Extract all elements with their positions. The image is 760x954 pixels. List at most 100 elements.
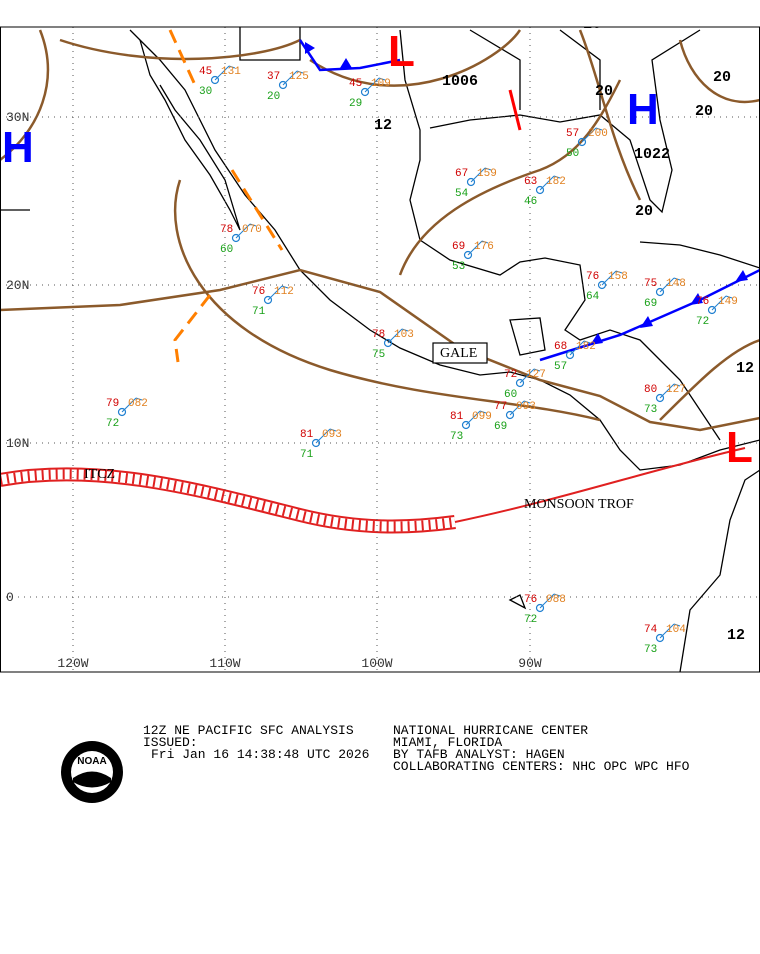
isobar-label: 20: [595, 83, 613, 100]
station-circle: [597, 280, 607, 290]
pressure: 088: [546, 594, 566, 606]
dewpoint: 69: [644, 298, 657, 310]
isobar-label: 20: [635, 203, 653, 220]
pressure: 112: [274, 286, 294, 298]
pressure: 182: [546, 176, 566, 188]
map-labels: 1019100610221620202020121212HHLLGALEITCZ…: [2, 27, 754, 644]
wind-barb: [553, 175, 561, 179]
station-circle: [231, 233, 241, 243]
temperature: 69: [452, 241, 465, 253]
station-circle: [360, 87, 370, 97]
south-america: [679, 469, 760, 672]
wind-barb: [583, 340, 591, 344]
dewpoint: 53: [452, 261, 465, 273]
pressure: 158: [608, 271, 628, 283]
pressure: 159: [477, 168, 497, 180]
station-circle: [515, 378, 525, 388]
wind-barb: [484, 167, 492, 171]
dewpoint: 73: [644, 404, 657, 416]
dewpoint: 60: [220, 244, 233, 256]
pressure: 093: [516, 401, 536, 413]
station-circle: [535, 603, 545, 613]
temperature: 76: [696, 296, 709, 308]
station-circle: [466, 177, 476, 187]
wind-barb: [523, 400, 531, 404]
pressure: 103: [394, 329, 414, 341]
wind-barb: [228, 65, 236, 69]
feature-label: ITCZ: [84, 467, 115, 482]
temperature: 67: [455, 168, 468, 180]
monsoon-trough: [454, 447, 746, 523]
station-circle: [383, 338, 393, 348]
temperature: 76: [524, 594, 537, 606]
temperature: 80: [644, 384, 657, 396]
dewpoint: 20: [267, 91, 280, 103]
pressure: 182: [576, 341, 596, 353]
wind-barb: [553, 593, 561, 597]
graticule: 30N 20N 10N 0 120W 110W 100W 90W: [0, 27, 760, 672]
fronts: [298, 39, 760, 362]
baja: [139, 39, 241, 231]
logo-wave: [73, 771, 111, 788]
pressure: 082: [128, 398, 148, 410]
isobar-label: 20: [695, 103, 713, 120]
pressure: 104: [666, 624, 686, 636]
latitude-label: 10N: [6, 436, 29, 451]
temperature: 45: [199, 66, 212, 78]
wind-barb: [673, 383, 681, 387]
pressure-center: L: [726, 423, 753, 472]
pressure: 093: [322, 429, 342, 441]
wind-barb: [533, 368, 541, 372]
station-circle: [535, 185, 545, 195]
isobar-label: 12: [727, 627, 745, 644]
isobar-label: 12: [374, 117, 392, 134]
pressure: 099: [472, 411, 492, 423]
station-circle: [577, 137, 587, 147]
pressure: 125: [289, 71, 309, 83]
borders: [0, 27, 601, 211]
dewpoint: 60: [504, 389, 517, 401]
wind-barb: [378, 77, 386, 81]
pressure: 127: [666, 384, 686, 396]
station-circle: [278, 80, 288, 90]
station-circle: [117, 407, 127, 417]
temperature: 74: [644, 624, 658, 636]
pressure: 148: [666, 278, 686, 290]
temperature: 75: [644, 278, 657, 290]
temperature: 68: [554, 341, 567, 353]
dewpoint: 72: [696, 316, 709, 328]
latitude-label: 20N: [6, 278, 29, 293]
pressure: 149: [718, 296, 738, 308]
isobar-label: 1006: [442, 73, 478, 90]
pressure-center: L: [388, 27, 415, 76]
pressure-center: H: [627, 85, 659, 134]
logo-text: NOAA: [77, 756, 106, 767]
issue-time: Fri Jan 16 14:38:48 UTC 2026: [151, 747, 369, 762]
feature-label: MONSOON TROF: [524, 497, 634, 512]
station-circle: [707, 305, 717, 315]
pressure: 109: [371, 78, 391, 90]
latitude-label: 0: [6, 590, 14, 605]
feature-label: GALE: [440, 346, 477, 361]
temperature: 81: [300, 429, 314, 441]
temperature: 76: [252, 286, 265, 298]
temperature: 72: [504, 369, 517, 381]
cuba: [639, 241, 760, 269]
temperature: 81: [450, 411, 464, 423]
station-circle: [210, 75, 220, 85]
temperature: 79: [106, 398, 119, 410]
pressure-center: H: [2, 123, 34, 172]
temperature: 77: [494, 401, 507, 413]
center: NATIONAL HURRICANE CENTER: [393, 723, 588, 738]
isobar-label: 12: [736, 360, 754, 377]
dewpoint: 64: [586, 291, 600, 303]
longitude-label: 120W: [57, 656, 88, 671]
product: 12Z NE PACIFIC SFC ANALYSIS: [143, 723, 354, 738]
dewpoint: 29: [349, 98, 362, 110]
itcz: [0, 447, 746, 534]
wind-barb: [673, 623, 681, 627]
dewpoint: 72: [106, 418, 119, 430]
temperature: 45: [349, 78, 362, 90]
troughs: [168, 29, 284, 363]
location: MIAMI, FLORIDA: [393, 735, 502, 750]
